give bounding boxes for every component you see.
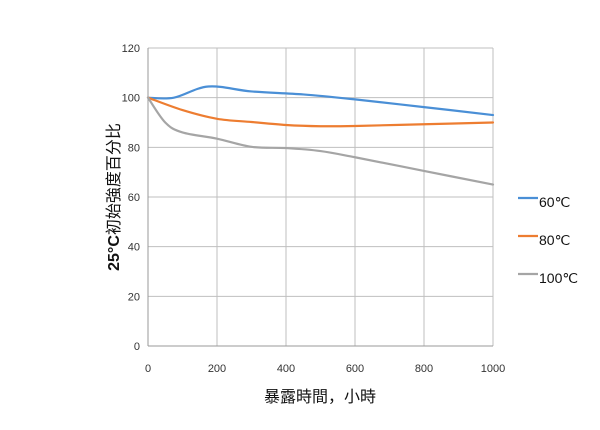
- legend-label: 80℃: [539, 232, 570, 248]
- series-lines: [146, 85, 495, 186]
- x-tick-label: 400: [277, 363, 295, 375]
- y-axis-title-rest: 初始強度百分比: [105, 123, 123, 235]
- y-tick-label: 20: [128, 291, 140, 303]
- y-tick-label: 120: [122, 43, 140, 55]
- y-tick-label: 60: [128, 192, 140, 204]
- y-axis-title: 25°C初始強度百分比: [105, 123, 123, 271]
- x-tick-label: 200: [208, 363, 226, 375]
- x-tick-label: 600: [346, 363, 364, 375]
- x-tick-labels: 0 200 400 600 800 1000: [145, 363, 505, 375]
- legend-label: 60℃: [539, 194, 570, 210]
- series-line: [146, 85, 495, 117]
- y-tick-label: 40: [128, 242, 140, 254]
- x-axis-title: 暴露時間，小時: [264, 388, 376, 406]
- legend-label: 100℃: [539, 270, 578, 286]
- x-tick-label: 800: [415, 363, 433, 375]
- y-tick-label: 0: [134, 341, 140, 353]
- series-line: [146, 96, 495, 186]
- x-tick-label: 1000: [481, 363, 505, 375]
- y-tick-label: 80: [128, 142, 140, 154]
- grid: [147, 47, 494, 347]
- x-tick-label: 0: [145, 363, 151, 375]
- legend: 60℃ 80℃ 100℃: [518, 194, 578, 286]
- y-axis-title-bold: 25°C: [106, 235, 123, 271]
- series-line: [146, 96, 495, 128]
- y-tick-label: 100: [122, 93, 140, 105]
- y-tick-labels: 0 20 40 60 80 100 120: [122, 43, 140, 353]
